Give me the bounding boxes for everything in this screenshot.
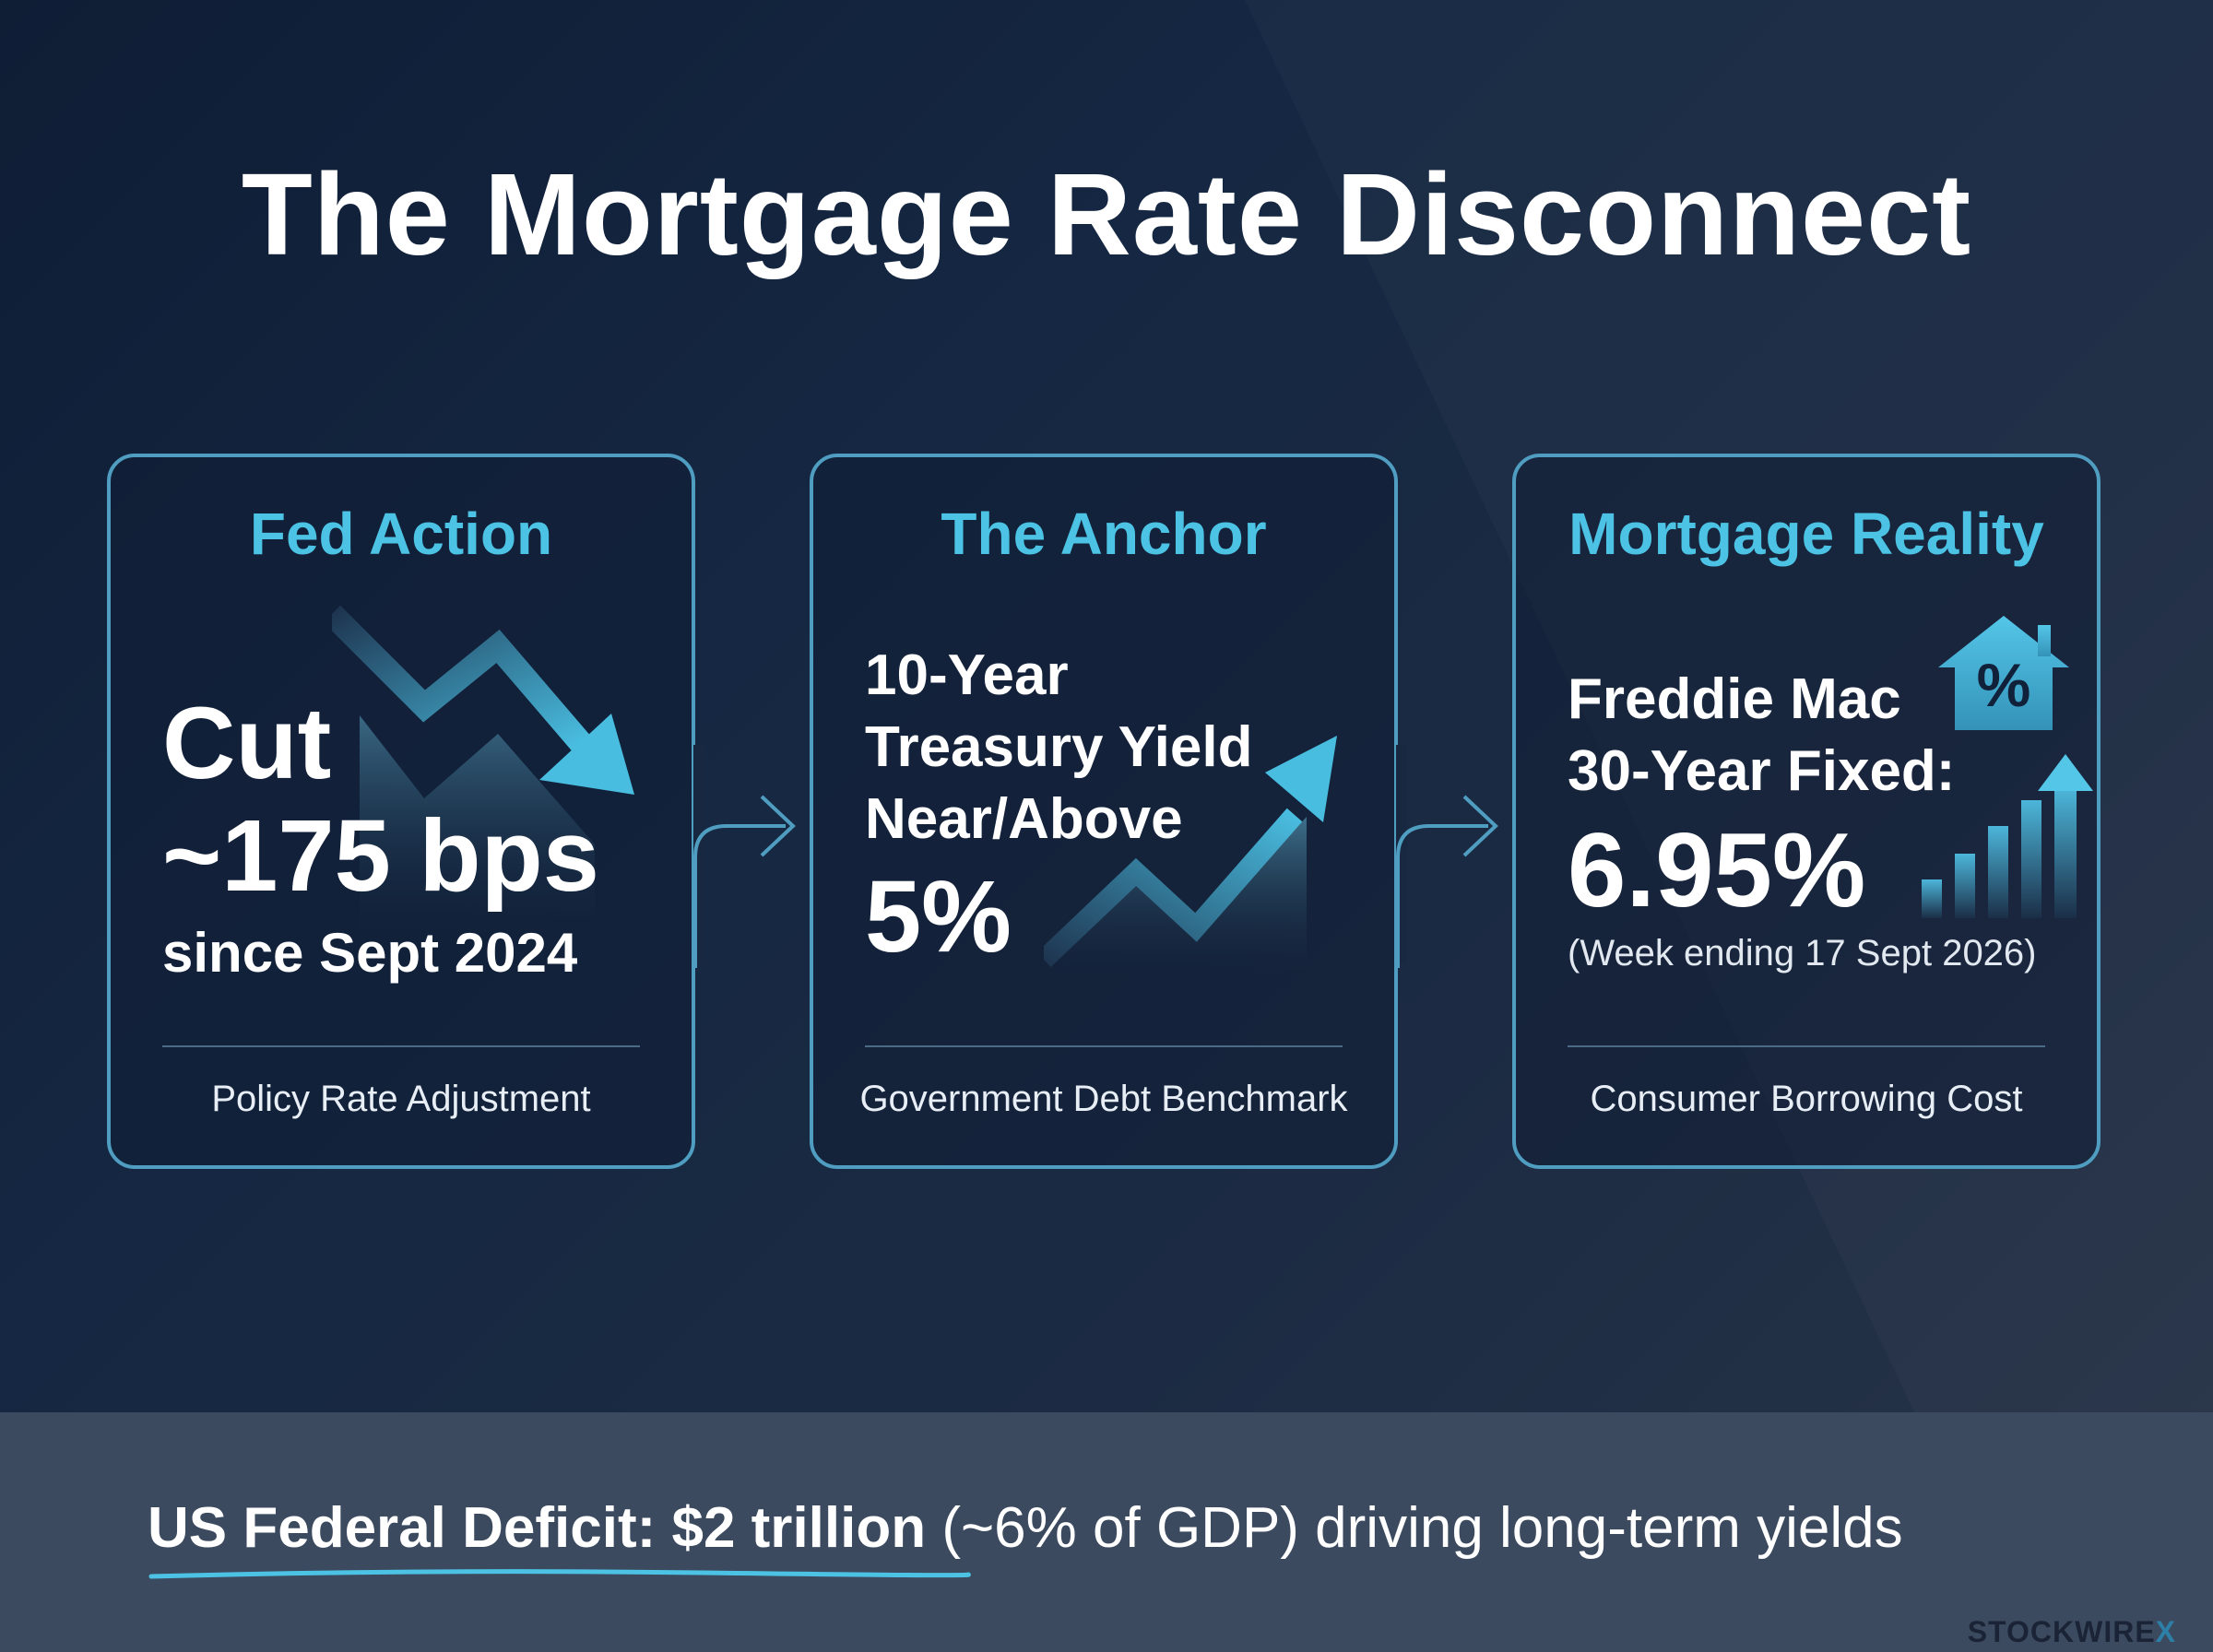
footer-underline bbox=[148, 1569, 971, 1579]
card-fed-action: Fed Action Cut ~175 bps since Sept 2024 … bbox=[107, 454, 695, 1169]
fixed-rate-label: 30-Year Fixed: bbox=[1568, 739, 1956, 803]
card-caption: Consumer Borrowing Cost bbox=[1590, 1079, 2023, 1119]
cut-amount: ~175 bps bbox=[162, 799, 599, 913]
brand-logo: STOCKWIREX bbox=[1968, 1615, 2176, 1649]
freddie-mac-label: Freddie Mac bbox=[1568, 667, 1901, 731]
footer-deficit-statement: US Federal Deficit: $2 trillion (~6% of … bbox=[148, 1495, 1903, 1561]
card-divider bbox=[865, 1045, 1343, 1047]
card-heading: Fed Action bbox=[249, 501, 553, 567]
house-percent-icon: % bbox=[1935, 612, 2073, 734]
connector-arrow-icon bbox=[693, 795, 796, 968]
card-divider bbox=[1568, 1045, 2045, 1047]
connector-arrow-icon bbox=[1396, 795, 1498, 968]
yield-line-3: Near/Above bbox=[865, 787, 1183, 851]
house-percent-symbol: % bbox=[1976, 651, 2031, 719]
card-caption: Government Debt Benchmark bbox=[859, 1079, 1348, 1119]
page-title: The Mortgage Rate Disconnect bbox=[241, 149, 1972, 279]
yield-line-2: Treasury Yield bbox=[865, 715, 1253, 779]
card-caption: Policy Rate Adjustment bbox=[211, 1079, 591, 1119]
trend-down-arrow-icon bbox=[332, 605, 634, 937]
week-ending-note: (Week ending 17 Sept 2026) bbox=[1568, 933, 2037, 974]
mortgage-rate-value: 6.95% bbox=[1568, 812, 1866, 929]
card-mortgage-reality: Mortgage Reality % Freddie Mac bbox=[1512, 454, 2101, 1169]
card-divider bbox=[162, 1045, 640, 1047]
yield-value: 5% bbox=[865, 860, 1012, 974]
card-anchor: The Anchor 10-Year Treasury Yield Near/A… bbox=[810, 454, 1398, 1169]
card-heading: Mortgage Reality bbox=[1568, 501, 2044, 567]
brand-name: STOCKWIRE bbox=[1967, 1615, 2156, 1648]
cut-since: since Sept 2024 bbox=[162, 922, 578, 984]
footer-bar bbox=[0, 1412, 2213, 1652]
footer-regular-text: (~6% of GDP) driving long-term yields bbox=[926, 1496, 1903, 1560]
rising-bars-icon bbox=[1922, 754, 2093, 918]
yield-line-1: 10-Year bbox=[865, 643, 1069, 707]
card-heading: The Anchor bbox=[941, 501, 1267, 567]
trend-up-arrow-icon bbox=[1044, 736, 1337, 974]
brand-mark: X bbox=[2155, 1615, 2176, 1648]
cut-label: Cut bbox=[162, 687, 332, 800]
footer-bold-text: US Federal Deficit: $2 trillion bbox=[148, 1496, 927, 1560]
